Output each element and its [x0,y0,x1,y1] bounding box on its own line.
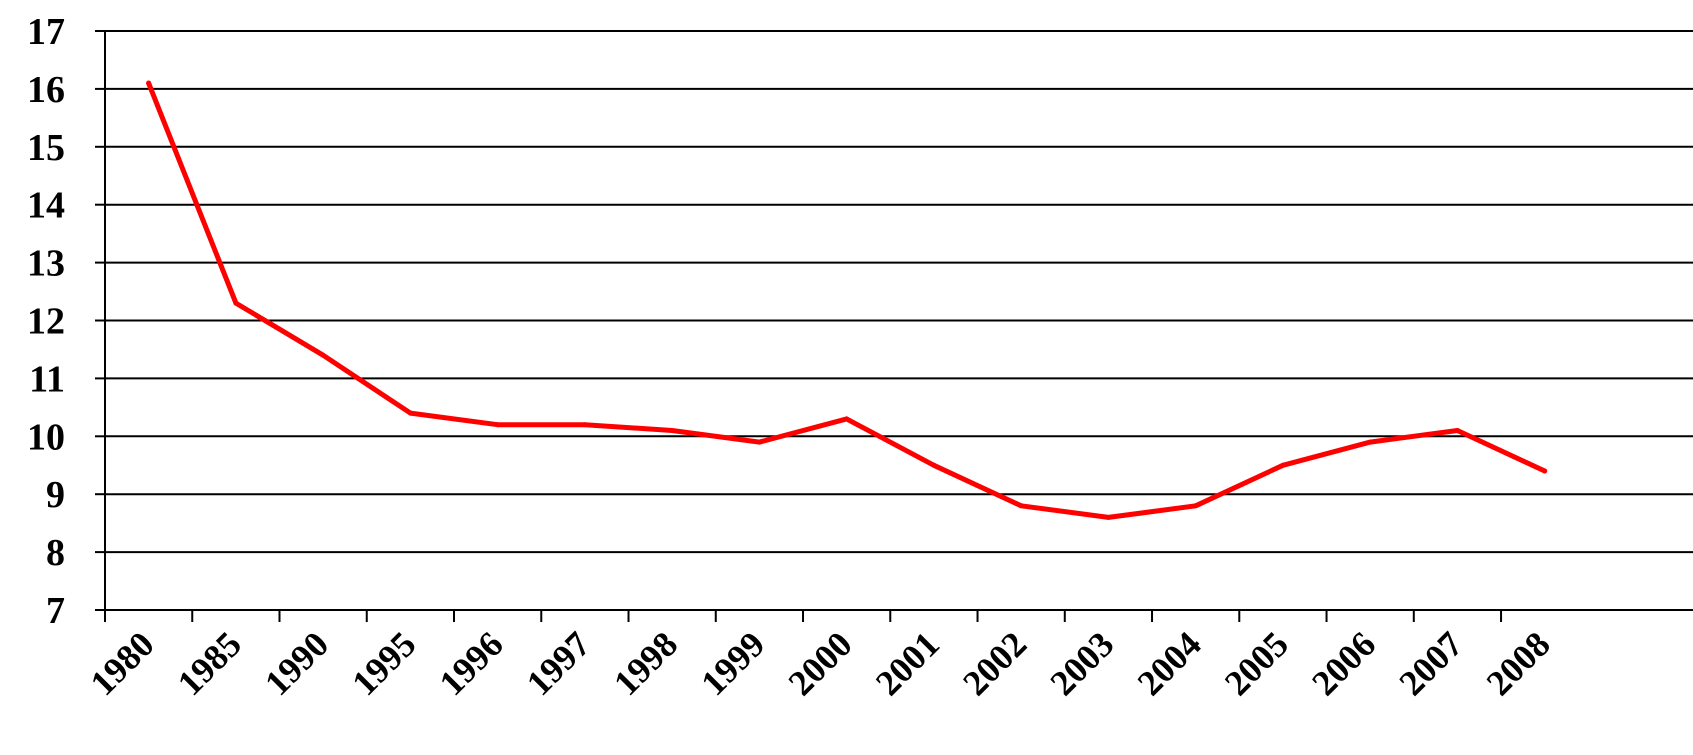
data-point [1367,439,1373,445]
data-point [582,422,588,428]
data-point [1280,462,1286,468]
data-point [1454,428,1460,434]
y-tick-label: 16 [27,69,65,111]
x-tick-label: 2005 [1217,624,1296,703]
data-point [320,352,326,358]
x-tick-label: 2002 [955,624,1034,703]
x-tick-label: 2008 [1479,624,1558,703]
x-tick-label: 1998 [606,624,685,703]
y-tick-label: 17 [27,11,65,53]
data-point [1193,503,1199,509]
axes [95,30,1693,622]
y-tick-label: 8 [46,532,65,574]
x-tick-label: 2001 [868,624,947,703]
x-axis-tick-labels: 1980 1985 1990 1995 1996 1997 1998 1999 2000 2001… [83,624,1558,703]
data-point [1018,503,1024,509]
data-point [233,300,239,306]
data-point [931,462,937,468]
x-tick-label: 1999 [693,624,772,703]
y-tick-label: 11 [29,358,65,400]
x-tick-label: 1995 [344,624,423,703]
y-axis-tick-labels: 7 8 9 10 11 12 13 14 15 16 17 [27,11,65,632]
x-tick-label: 2003 [1042,624,1121,703]
x-tick-label: 1996 [432,624,511,703]
y-tick-label: 10 [27,416,65,458]
data-point [1105,514,1111,520]
series-group [146,80,1548,520]
data-point [756,439,762,445]
x-tick-label: 2006 [1304,624,1383,703]
x-tick-label: 2000 [781,624,860,703]
gridlines [105,30,1693,554]
x-tick-label: 1985 [170,624,249,703]
x-tick-label: 1980 [83,624,162,703]
data-point [844,416,850,422]
x-tick-label: 2004 [1130,624,1209,703]
data-point [669,428,675,434]
x-tick-label: 2007 [1391,624,1470,703]
y-tick-label: 14 [27,185,65,227]
data-point [407,410,413,416]
data-point [495,422,501,428]
x-tick-label: 1997 [519,624,598,703]
y-tick-label: 7 [46,590,65,632]
y-tick-label: 15 [27,127,65,169]
data-point [146,80,152,86]
x-tick-label: 1990 [257,624,336,703]
data-point [1542,468,1548,474]
y-tick-label: 13 [27,243,65,285]
y-tick-label: 9 [46,474,65,516]
series-line-0 [146,80,1548,520]
y-tick-label: 12 [27,301,65,343]
